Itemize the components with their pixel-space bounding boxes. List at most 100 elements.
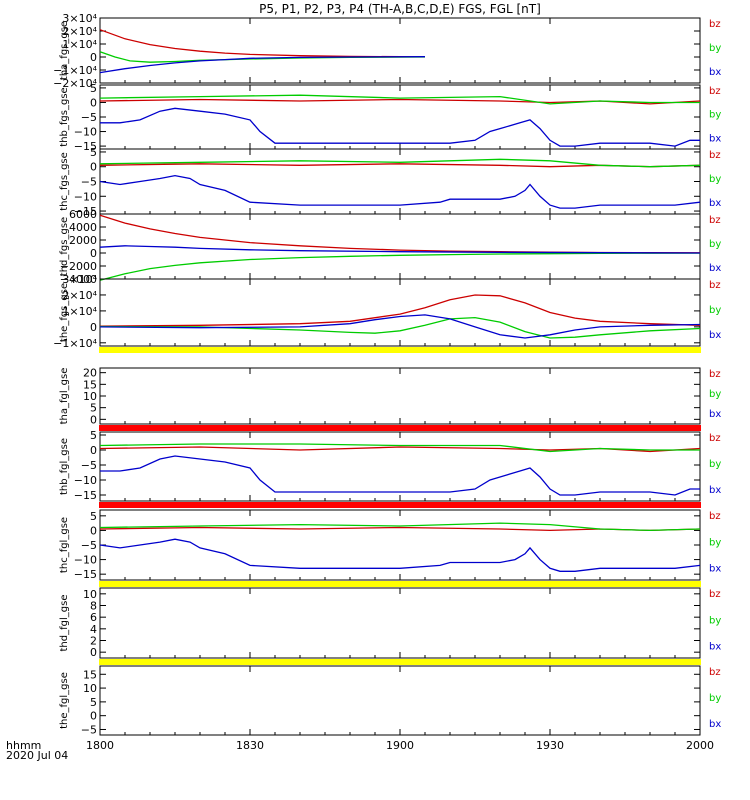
legend-bz: bz (709, 86, 721, 97)
series-bx (99, 56, 426, 74)
series-bx (100, 455, 700, 496)
legend-bz: bz (709, 280, 721, 291)
legend-bz: bz (709, 667, 721, 678)
legend-by: by (709, 43, 721, 54)
ytick-label: 5 (90, 82, 97, 95)
ytick-label: 10 (83, 682, 97, 695)
ytick-label: 4 (90, 623, 97, 636)
legend-by: by (709, 239, 721, 250)
panel-frame (99, 148, 701, 215)
panel-frame (99, 278, 701, 347)
ytick-label: 0 (90, 710, 97, 723)
ytick-label: 6 (90, 611, 97, 624)
ytick-label: −10 (74, 554, 97, 567)
ytick-label: 0 (90, 646, 97, 659)
panel-frame (99, 367, 701, 425)
panel-thc_fgs_gse: thc_fgs_gse 5 0 −5−10 −15 bz by bx (59, 146, 721, 218)
legend-by: by (709, 537, 721, 548)
ylabel: thb_fgs_gse (59, 87, 70, 146)
ytick-label: 10 (83, 390, 97, 403)
panel-thb_fgl_gse: thb_fgl_gse 5 0 −5 −10 −15 bz by bx (59, 429, 721, 502)
ytick-label: −5 (81, 723, 97, 736)
legend-bx: bx (709, 485, 721, 496)
ytick-label: 20 (83, 367, 97, 380)
ylabel: thb_fgl_gse (59, 438, 70, 495)
ytick-label: −10 (74, 126, 97, 139)
legend-bx: bx (709, 719, 721, 730)
series-by (99, 252, 701, 281)
ytick-label: −1×10⁴ (53, 64, 97, 77)
legend-bz: bz (709, 433, 721, 444)
ytick-label: 5 (90, 510, 97, 523)
ytick-label: 5 (90, 402, 97, 415)
status-bar-yellow (99, 581, 701, 587)
legend-bz: bz (709, 369, 721, 380)
x-axis-label-hhmm: hhmm (6, 739, 41, 752)
ytick-label: 0 (90, 51, 97, 64)
legend-bz: bz (709, 150, 721, 161)
series-bz (99, 214, 701, 254)
ylabel: the_fgs_gse (59, 283, 70, 342)
ytick-label: −2×10⁴ (53, 77, 97, 90)
ytick-label: 0 (90, 161, 97, 174)
legend-by: by (709, 174, 721, 185)
ytick-label: 2×10⁴ (62, 25, 97, 38)
ytick-label: −10 (74, 190, 97, 203)
ytick-label: 1×10⁴ (62, 38, 97, 51)
ytick-label: 10 (83, 588, 97, 601)
ytick-label: 0 (90, 321, 97, 334)
series-by (99, 443, 700, 453)
ytick-label: 5 (90, 146, 97, 159)
legend-bx: bx (709, 330, 721, 341)
ylabel: thc_fgl_gse (59, 517, 70, 573)
ytick-label: −2000 (60, 260, 97, 273)
ytick-label: −1×10⁴ (53, 337, 97, 350)
ytick-label: 2000 (69, 234, 97, 247)
ylabel: tha_fgs_gse (59, 21, 70, 80)
series-bz (99, 446, 701, 453)
legend-bx: bx (709, 642, 721, 653)
status-bar-yellow (99, 659, 701, 665)
ytick-label: 8 (90, 600, 97, 613)
ytick-label: −10 (74, 474, 97, 487)
ytick-label: 0 (90, 524, 97, 537)
series-by (99, 94, 700, 105)
status-bar-yellow (99, 347, 701, 353)
ytick-label: 0 (90, 444, 97, 457)
panels: tha_fgs_gse3×10⁴2×10⁴1×10⁴0−1×10⁴−2×10⁴b… (53, 12, 721, 736)
ylabel: thd_fgs_gse (59, 217, 70, 276)
ytick-label: −5 (81, 176, 97, 189)
xtick-label: 1930 (536, 739, 564, 752)
ylabel: thc_fgs_gse (59, 152, 70, 211)
series-by (99, 158, 701, 168)
series-by (99, 316, 701, 339)
ytick-label: 5 (90, 429, 97, 442)
legend-bx: bx (709, 564, 721, 575)
panel-frame (99, 84, 701, 150)
xtick-label: 2000 (686, 739, 714, 752)
ytick-label: 6000 (69, 208, 97, 221)
legend-by: by (709, 459, 721, 470)
series-bx (99, 174, 701, 209)
ytick-label: −4000 (60, 273, 97, 286)
ytick-label: −5 (81, 459, 97, 472)
series-bx (99, 538, 701, 572)
panel-frame (99, 665, 701, 736)
legend-by: by (709, 110, 721, 121)
ytick-label: −15 (74, 140, 97, 153)
ytick-label: 2×10⁴ (62, 289, 97, 302)
ylabel: thd_fgl_gse (59, 595, 70, 652)
legend-by: by (709, 305, 721, 316)
legend-bz: bz (709, 589, 721, 600)
legend-bz: bz (709, 511, 721, 522)
xtick-label: 1800 (86, 739, 114, 752)
legend-by: by (709, 693, 721, 704)
series-bz (99, 98, 701, 105)
legend-bx: bx (709, 133, 721, 144)
series-bx (99, 245, 701, 254)
